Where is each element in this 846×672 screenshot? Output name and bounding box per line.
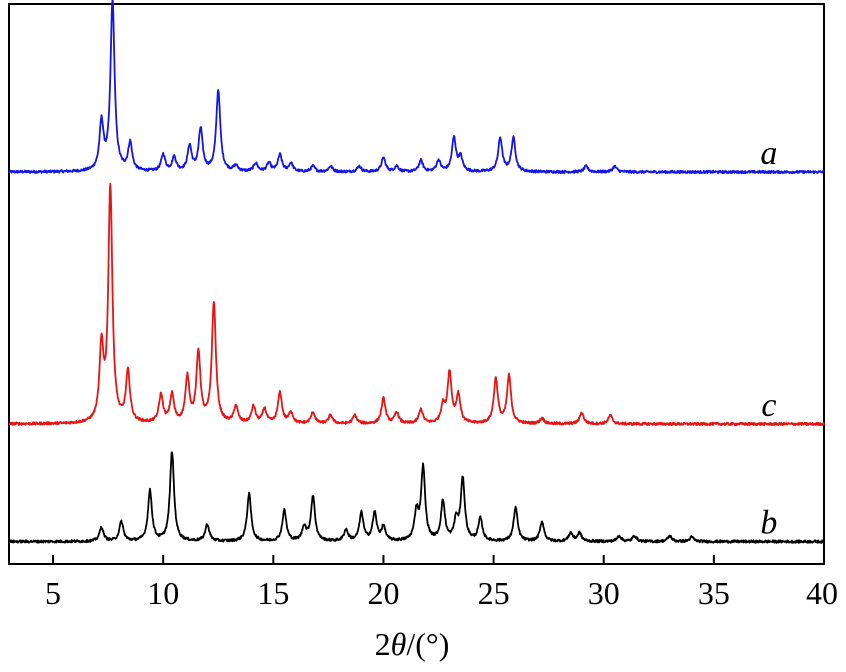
x-tick-label-30: 30 xyxy=(588,575,620,611)
x-tick-label-10: 10 xyxy=(147,575,179,611)
x-tick-label-15: 15 xyxy=(257,575,289,611)
series-line-a xyxy=(8,0,825,175)
x-tick-label-20: 20 xyxy=(367,575,399,611)
x-tick-label-35: 35 xyxy=(698,575,730,611)
series-line-b xyxy=(8,451,825,544)
x-axis-title-prefix: 2 xyxy=(375,626,391,662)
series-layer xyxy=(8,0,825,544)
x-axis-title: 2θ/(°) xyxy=(375,626,450,662)
series-label-a: a xyxy=(760,135,777,172)
series-label-c: c xyxy=(761,387,776,424)
x-axis-title-suffix: /(°) xyxy=(406,626,449,662)
x-axis-ticks: 5 10 15 20 25 30 35 40 xyxy=(45,555,838,611)
x-tick-label-5: 5 xyxy=(45,575,61,611)
series-line-c xyxy=(8,182,825,427)
plot-frame xyxy=(8,3,825,565)
x-axis-title-theta: θ xyxy=(391,626,407,662)
series-label-b: b xyxy=(760,505,777,542)
x-tick-label-40: 40 xyxy=(806,575,838,611)
x-tick-label-25: 25 xyxy=(478,575,510,611)
series-label-layer: a c b xyxy=(760,135,777,542)
